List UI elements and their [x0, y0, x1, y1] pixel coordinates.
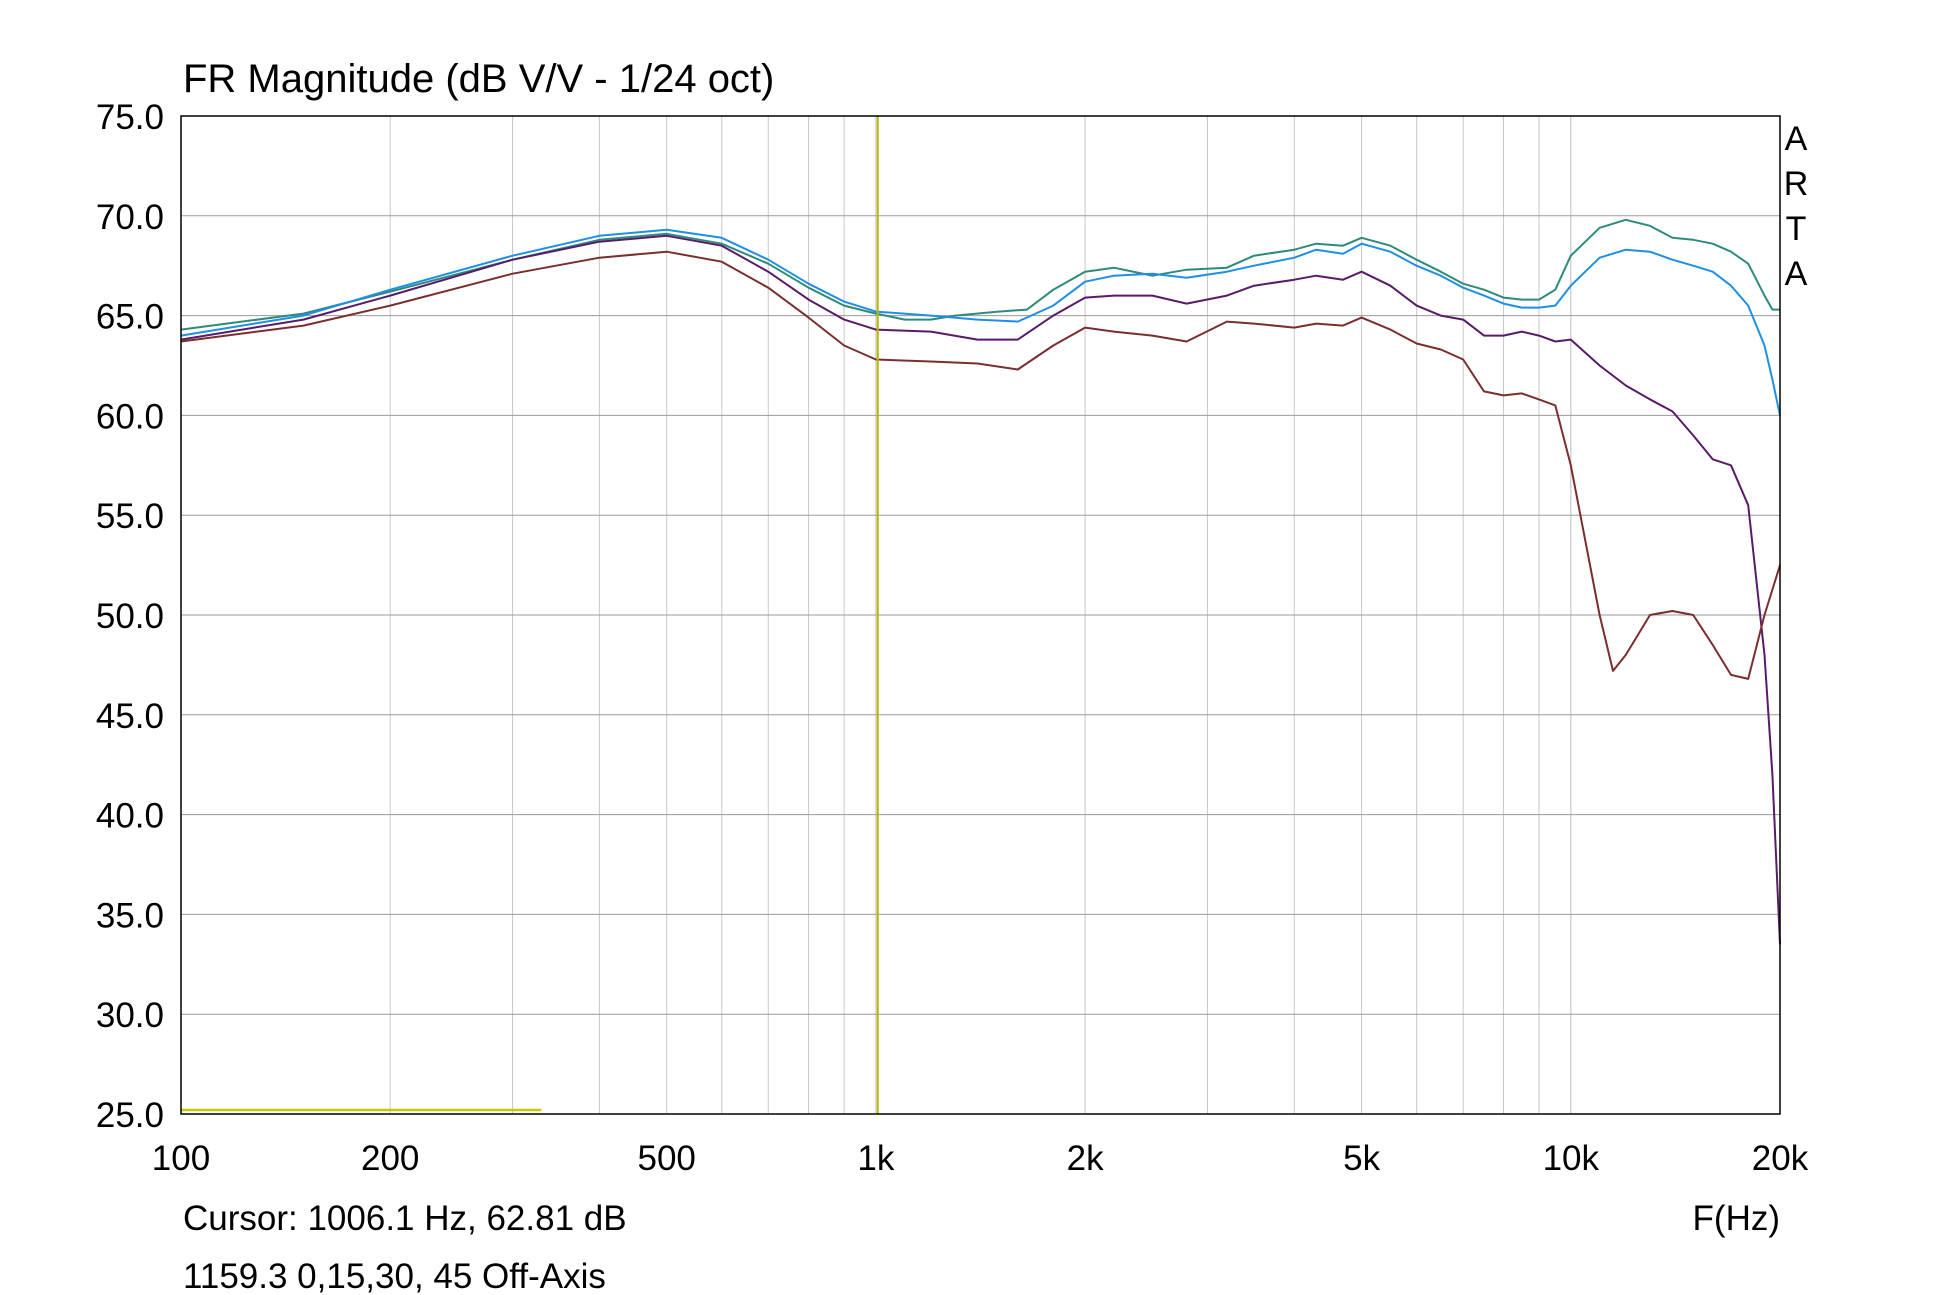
y-tick-label: 60.0	[96, 397, 164, 436]
y-tick-label: 75.0	[96, 98, 164, 137]
brand-letter: T	[1786, 210, 1807, 248]
x-tick-label: 1k	[857, 1139, 894, 1178]
plot-frame	[180, 115, 1781, 1115]
series-group	[180, 218, 1781, 945]
x-tick-label: 200	[361, 1139, 419, 1178]
chart-title: FR Magnitude (dB V/V - 1/24 oct)	[183, 57, 774, 101]
measurement-legend: 1159.3 0,15,30, 45 Off-Axis	[183, 1257, 606, 1295]
y-tick-label: 45.0	[96, 697, 164, 736]
brand-letter: R	[1784, 165, 1809, 203]
series-line-1	[180, 218, 1780, 331]
x-tick-label: 500	[638, 1139, 696, 1178]
y-tick-label: 50.0	[96, 597, 164, 636]
brand-letter: A	[1785, 120, 1808, 158]
y-tick-label: 35.0	[96, 896, 164, 935]
x-tick-label: 10k	[1543, 1139, 1600, 1178]
x-tick-label: 2k	[1067, 1139, 1104, 1178]
series-line-3	[180, 234, 1781, 945]
cursor-readout: Cursor: 1006.1 Hz, 62.81 dB	[183, 1199, 627, 1238]
series-line-4	[180, 250, 1781, 680]
x-tick-label: 5k	[1343, 1139, 1380, 1178]
y-tick-label: 25.0	[96, 1096, 164, 1135]
brand-letter: A	[1785, 255, 1808, 293]
x-tick-label: 20k	[1752, 1139, 1809, 1178]
y-tick-label: 65.0	[96, 298, 164, 337]
y-tick-label: 70.0	[96, 198, 164, 237]
grid-lines	[180, 115, 1781, 1115]
x-tick-labels: 100 200 500 1k 2k 5k 10k 20k	[152, 1139, 1809, 1178]
y-tick-labels: 75.0 70.0 65.0 60.0 55.0 50.0 45.0 40.0 35.0 30.0…	[96, 98, 164, 1135]
x-axis-label: F(Hz)	[1693, 1199, 1780, 1238]
y-tick-label: 30.0	[96, 996, 164, 1035]
x-tick-label: 100	[152, 1139, 210, 1178]
y-tick-label: 40.0	[96, 797, 164, 836]
overlay-group	[181, 116, 879, 1114]
y-tick-label: 55.0	[96, 497, 164, 536]
series-line-2	[180, 228, 1781, 416]
